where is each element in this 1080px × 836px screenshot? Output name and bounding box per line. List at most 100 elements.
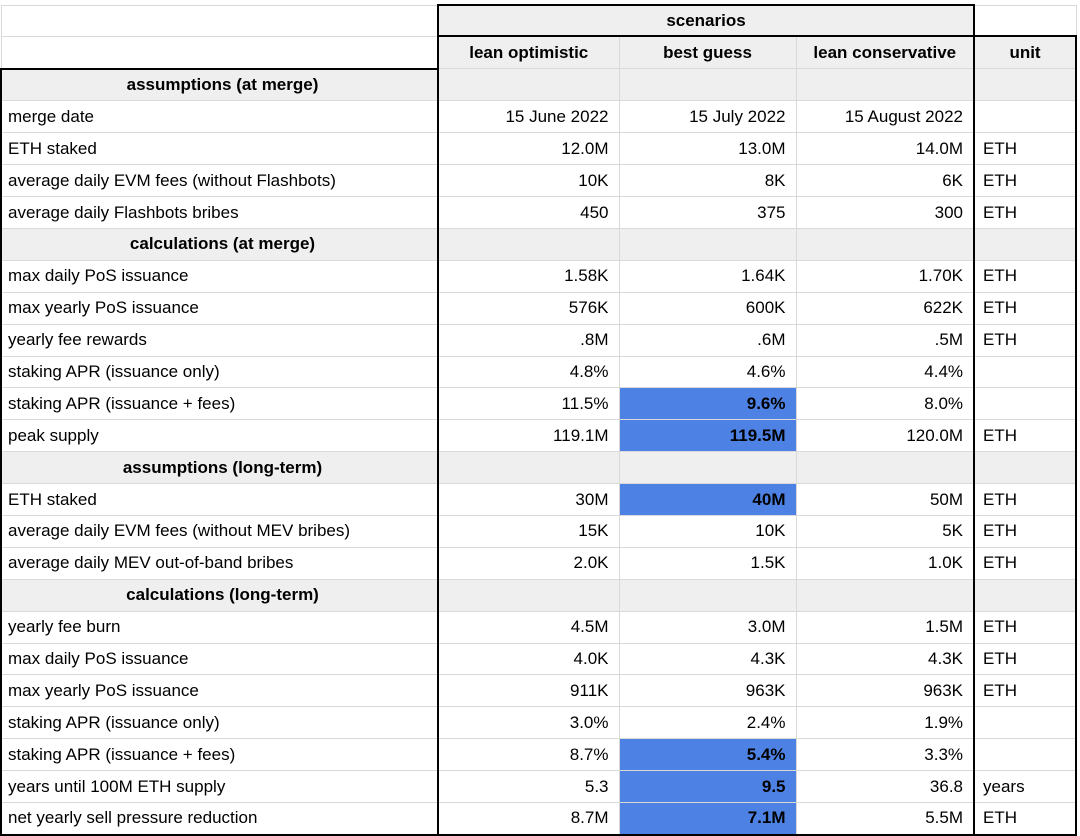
row-label-cell[interactable]: staking APR (issuance only) (0, 706, 439, 740)
column-header-lean-conservative[interactable]: lean conservative (795, 35, 975, 69)
row-label-cell[interactable]: max yearly PoS issuance (0, 291, 439, 325)
row-label-cell[interactable]: max daily PoS issuance (0, 259, 439, 293)
unit-cell[interactable]: ETH (973, 196, 1078, 229)
value-cell[interactable]: 8K (618, 164, 797, 198)
value-cell[interactable]: 1.5M (795, 610, 975, 644)
unit-cell[interactable]: ETH (973, 546, 1078, 580)
row-label-cell[interactable]: peak supply (0, 419, 439, 453)
row-label-cell[interactable]: yearly fee rewards (0, 323, 439, 357)
section-label-cell[interactable]: calculations (long-term) (0, 578, 439, 612)
value-cell[interactable]: 3.3% (795, 738, 975, 772)
value-cell[interactable]: 36.8 (795, 770, 975, 803)
unit-cell[interactable]: ETH (973, 132, 1078, 166)
value-cell[interactable]: 300 (795, 196, 975, 229)
value-cell[interactable]: 450 (437, 196, 620, 229)
value-cell[interactable]: .8M (437, 323, 620, 357)
row-label-cell[interactable]: ETH staked (0, 132, 439, 166)
empty-cell[interactable] (973, 4, 1077, 37)
value-cell[interactable]: 10K (437, 164, 620, 198)
value-cell[interactable]: 1.64K (618, 259, 797, 293)
value-cell[interactable]: 1.70K (795, 259, 975, 293)
row-label-cell[interactable]: net yearly sell pressure reduction (0, 801, 439, 836)
value-cell[interactable]: 8.7M (437, 801, 620, 836)
row-label-cell[interactable]: average daily EVM fees (without MEV brib… (0, 514, 439, 548)
value-cell[interactable]: 11.5% (437, 387, 620, 421)
row-label-cell[interactable]: yearly fee burn (0, 610, 439, 644)
highlighted-value-cell[interactable]: 119.5M (618, 419, 797, 453)
value-cell[interactable]: .5M (795, 323, 975, 357)
unit-cell[interactable]: ETH (973, 259, 1078, 293)
scenarios-header-cell[interactable]: scenarios (436, 4, 976, 37)
unit-cell[interactable]: ETH (973, 801, 1078, 836)
value-cell[interactable] (618, 227, 797, 261)
row-label-cell[interactable]: years until 100M ETH supply (0, 770, 439, 803)
row-label-cell[interactable]: staking APR (issuance + fees) (0, 387, 439, 421)
section-label-cell[interactable]: calculations (at merge) (0, 227, 439, 261)
value-cell[interactable]: 10K (618, 514, 797, 548)
value-cell[interactable]: 2.4% (618, 706, 797, 740)
value-cell[interactable]: 3.0M (618, 610, 797, 644)
value-cell[interactable]: 1.5K (618, 546, 797, 580)
value-cell[interactable] (618, 578, 797, 612)
value-cell[interactable]: 911K (437, 674, 620, 708)
unit-cell[interactable]: years (973, 770, 1078, 803)
value-cell[interactable]: 15 July 2022 (618, 100, 797, 134)
value-cell[interactable]: 4.0K (437, 642, 620, 676)
row-label-cell[interactable]: average daily MEV out-of-band bribes (0, 546, 439, 580)
value-cell[interactable]: 13.0M (618, 132, 797, 166)
value-cell[interactable]: 4.8% (437, 355, 620, 389)
value-cell[interactable]: 15 August 2022 (795, 100, 975, 134)
section-label-cell[interactable]: assumptions (long-term) (0, 451, 439, 485)
unit-cell[interactable] (973, 227, 1078, 261)
unit-cell[interactable] (973, 578, 1078, 612)
value-cell[interactable]: 4.3K (795, 642, 975, 676)
unit-cell[interactable] (973, 355, 1078, 389)
value-cell[interactable]: 4.3K (618, 642, 797, 676)
value-cell[interactable]: 30M (437, 483, 620, 516)
unit-cell[interactable] (973, 451, 1078, 485)
value-cell[interactable]: 1.0K (795, 546, 975, 580)
value-cell[interactable]: 12.0M (437, 132, 620, 166)
value-cell[interactable]: 4.6% (618, 355, 797, 389)
value-cell[interactable] (795, 67, 975, 102)
column-header-lean-optimistic[interactable]: lean optimistic (437, 35, 620, 69)
value-cell[interactable]: 1.9% (795, 706, 975, 740)
unit-cell[interactable]: ETH (973, 419, 1078, 453)
highlighted-value-cell[interactable]: 7.1M (618, 801, 797, 836)
highlighted-value-cell[interactable]: 9.6% (618, 387, 797, 421)
row-label-cell[interactable]: max yearly PoS issuance (0, 674, 439, 708)
unit-cell[interactable]: ETH (973, 323, 1078, 357)
value-cell[interactable]: 4.5M (437, 610, 620, 644)
value-cell[interactable]: .6M (618, 323, 797, 357)
unit-cell[interactable]: ETH (973, 164, 1078, 198)
value-cell[interactable]: 8.0% (795, 387, 975, 421)
value-cell[interactable] (795, 578, 975, 612)
value-cell[interactable]: 15 June 2022 (437, 100, 620, 134)
value-cell[interactable]: 963K (618, 674, 797, 708)
value-cell[interactable]: 1.58K (437, 259, 620, 293)
row-label-cell[interactable]: staking APR (issuance + fees) (0, 738, 439, 772)
highlighted-value-cell[interactable]: 9.5 (618, 770, 797, 803)
value-cell[interactable] (437, 227, 620, 261)
unit-cell[interactable] (973, 67, 1078, 102)
unit-cell[interactable] (973, 100, 1078, 134)
highlighted-value-cell[interactable]: 5.4% (618, 738, 797, 772)
row-label-cell[interactable]: average daily Flashbots bribes (0, 196, 439, 229)
value-cell[interactable] (437, 67, 620, 102)
unit-cell[interactable]: ETH (973, 483, 1078, 516)
unit-cell[interactable]: ETH (973, 610, 1078, 644)
empty-cell[interactable] (0, 35, 439, 70)
section-label-cell[interactable]: assumptions (at merge) (0, 67, 439, 102)
value-cell[interactable]: 119.1M (437, 419, 620, 453)
unit-cell[interactable]: ETH (973, 291, 1078, 325)
value-cell[interactable]: 5.3 (437, 770, 620, 803)
value-cell[interactable]: 5K (795, 514, 975, 548)
value-cell[interactable] (437, 451, 620, 485)
column-header-best-guess[interactable]: best guess (618, 35, 797, 69)
value-cell[interactable]: 15K (437, 514, 620, 548)
empty-cell[interactable] (0, 4, 439, 37)
row-label-cell[interactable]: staking APR (issuance only) (0, 355, 439, 389)
value-cell[interactable]: 2.0K (437, 546, 620, 580)
value-cell[interactable]: 50M (795, 483, 975, 516)
row-label-cell[interactable]: max daily PoS issuance (0, 642, 439, 676)
